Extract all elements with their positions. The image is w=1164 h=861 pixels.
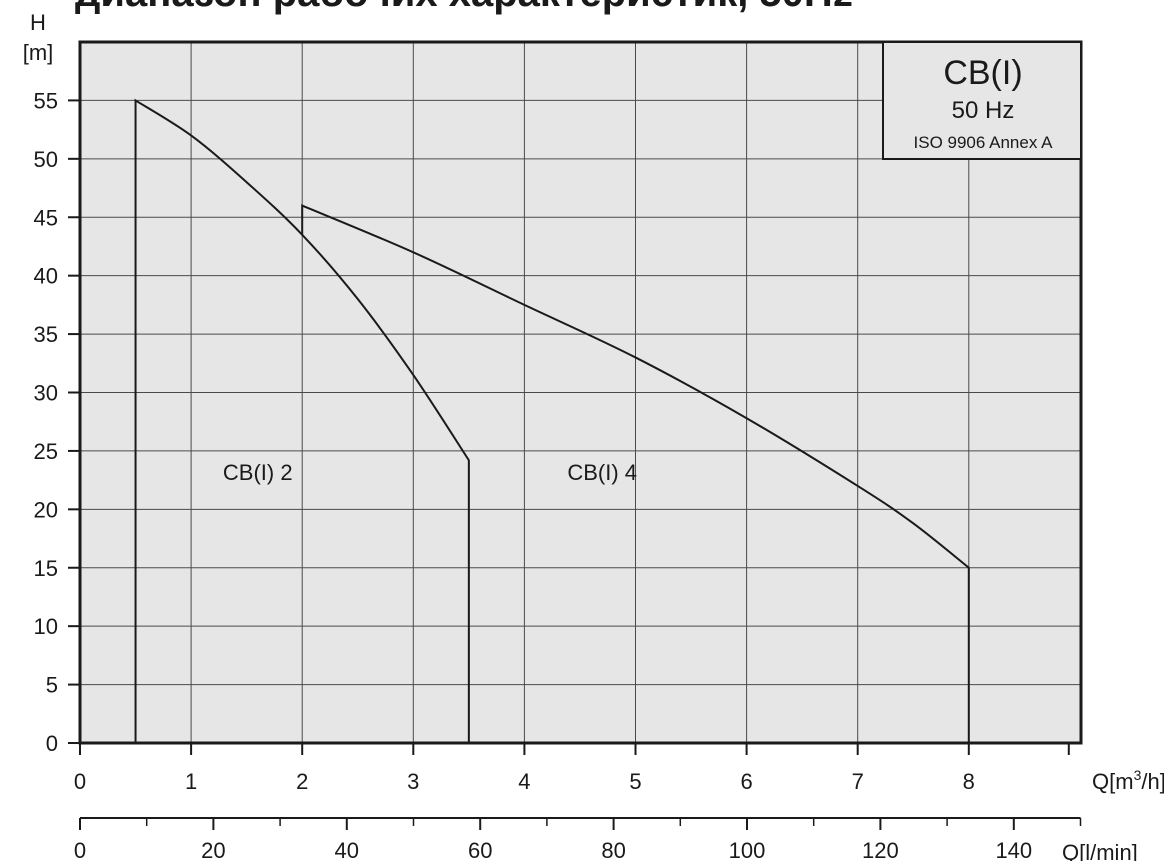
model-box-frame	[882, 41, 1082, 160]
secondary-x-axis-label: Q[l/min]	[1062, 840, 1138, 861]
secondary-tick-label: 60	[468, 838, 492, 861]
x-tick-label: 8	[963, 769, 975, 794]
series-curve-2	[301, 204, 970, 743]
secondary-tick-label: 140	[995, 838, 1032, 861]
x-tick-label: 5	[629, 769, 641, 794]
y-tick-label: 55	[34, 88, 58, 113]
secondary-x-axis: 0 20 40 60 80 100 120 140	[74, 817, 1082, 861]
model-box-title: CB(I)	[943, 54, 1022, 92]
x-tick-label: 0	[74, 769, 86, 794]
y-tick-label: 20	[34, 497, 58, 522]
x-axis-label: Q[m3/h]	[1092, 767, 1164, 794]
x-tick-label: 4	[518, 769, 530, 794]
series-label-2: CB(I) 4	[567, 460, 637, 485]
y-tick-label: 5	[46, 673, 58, 698]
y-tick-label: 35	[34, 322, 58, 347]
y-axis-label: H	[30, 10, 46, 35]
y-tick-label: 25	[34, 439, 58, 464]
model-box: CB(I) 50 Hz ISO 9906 Annex A	[882, 41, 1082, 160]
y-tick-label: 45	[34, 205, 58, 230]
x-tick-label: 6	[740, 769, 752, 794]
y-tick-label: 0	[46, 731, 58, 756]
y-axis-unit: [m]	[23, 40, 54, 65]
secondary-tick-label: 20	[201, 838, 225, 861]
y-tick-label: 40	[34, 264, 58, 289]
x-tick-label: 7	[852, 769, 864, 794]
y-tick-label: 10	[34, 614, 58, 639]
model-box-frequency: 50 Hz	[952, 97, 1015, 124]
secondary-tick-label: 0	[74, 838, 86, 861]
x-tick-label: 2	[296, 769, 308, 794]
secondary-tick-label: 120	[862, 838, 899, 861]
secondary-tick-label: 80	[601, 838, 625, 861]
series-curve-1	[134, 98, 470, 743]
y-tick-label: 30	[34, 381, 58, 406]
y-tick-label: 50	[34, 147, 58, 172]
series-group: CB(I) 2 CB(I) 4	[134, 98, 970, 743]
secondary-tick-label: 40	[335, 838, 359, 861]
x-tick-label: 1	[185, 769, 197, 794]
series-label-1: CB(I) 2	[223, 460, 293, 485]
y-tick-label: 15	[34, 556, 58, 581]
secondary-tick-label: 100	[729, 838, 766, 861]
x-tick-label: 3	[407, 769, 419, 794]
model-box-standard: ISO 9906 Annex A	[914, 133, 1054, 152]
y-axis: 0 5 10 15 20 25 30 35 40 45 50 55	[34, 88, 80, 756]
x-axis: 0 1 2 3 4 5 6 7 8	[74, 743, 1070, 794]
